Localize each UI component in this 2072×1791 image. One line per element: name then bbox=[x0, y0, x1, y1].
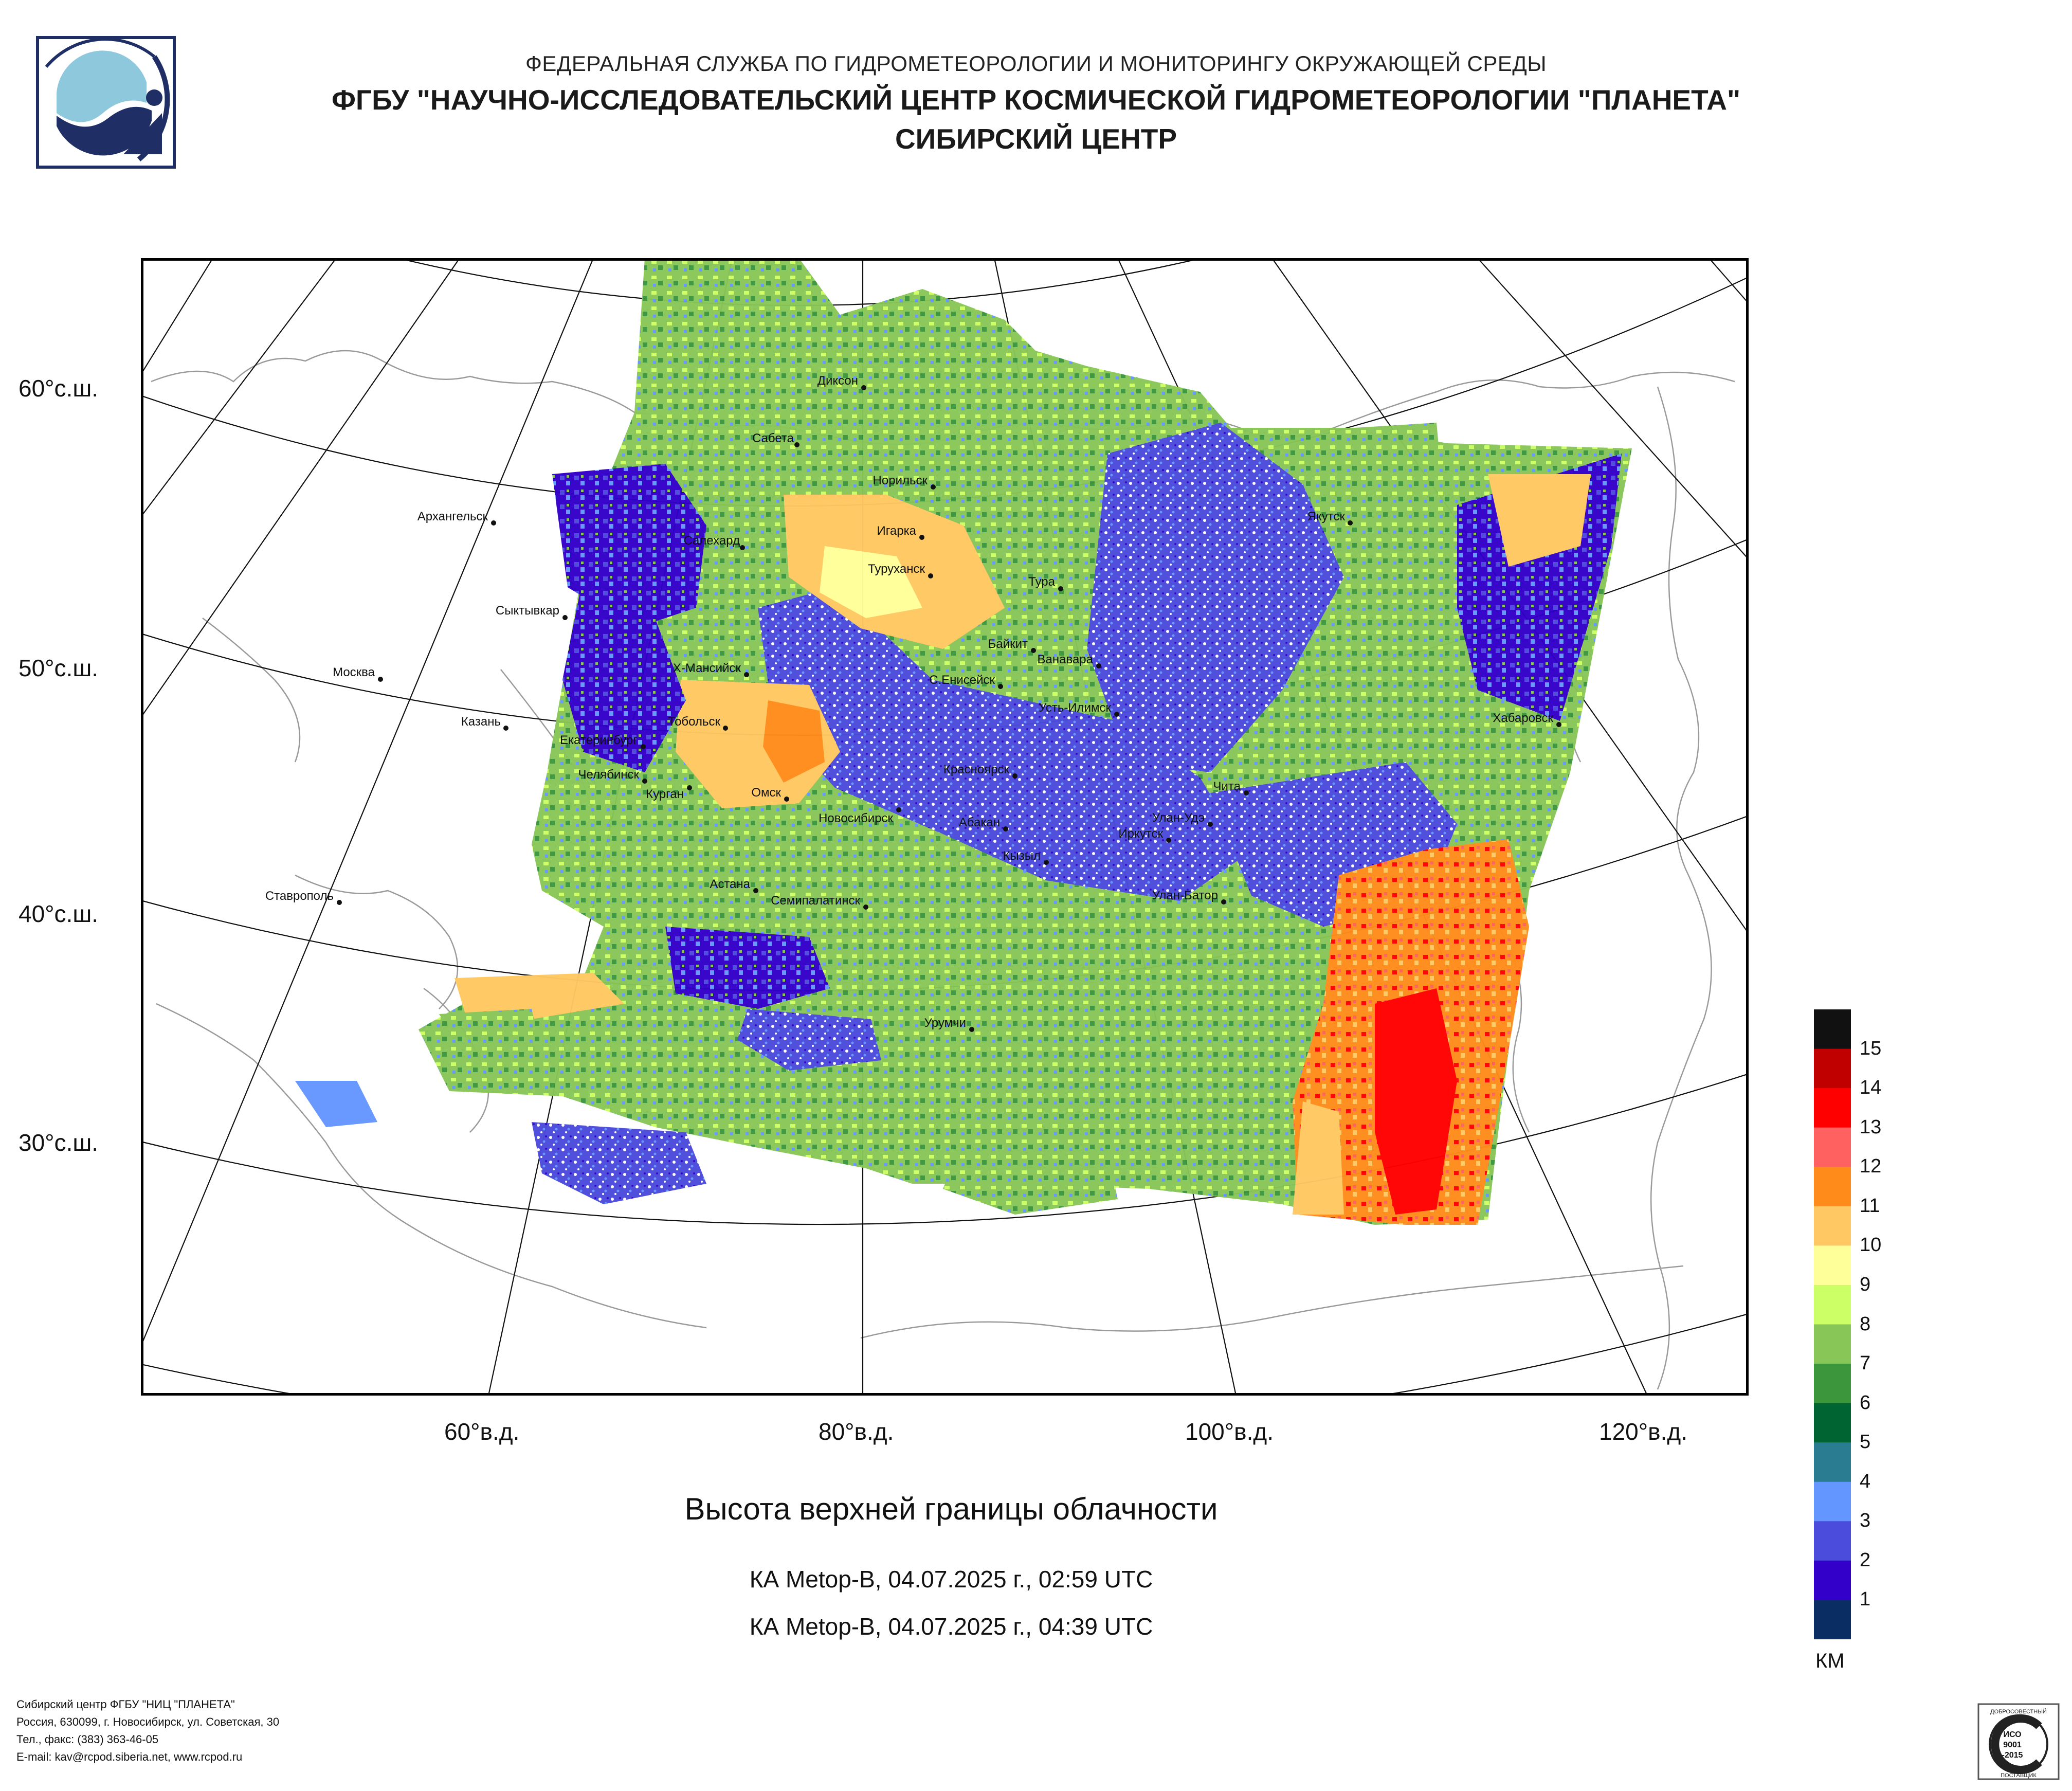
city-label: Сыктывкар bbox=[496, 604, 559, 618]
city-label: Усть-Илимск bbox=[1039, 701, 1111, 715]
city-label: С.Енисейск bbox=[929, 673, 995, 687]
city-label: Игарка bbox=[877, 524, 916, 538]
legend-tick-label: 5 bbox=[1860, 1431, 1871, 1453]
legend-swatch bbox=[1814, 1481, 1851, 1522]
city-label: Урумчи bbox=[924, 1016, 966, 1030]
legend-tick-label: 14 bbox=[1860, 1077, 1882, 1099]
cert-bottom-text: ПОСТАВЩИК bbox=[2001, 1772, 2037, 1779]
legend-swatch bbox=[1814, 1206, 1851, 1246]
footer-phone: Тел., факс: (383) 363-46-05 bbox=[16, 1733, 159, 1746]
legend-tick-label: 15 bbox=[1860, 1037, 1882, 1059]
city-label: Москва bbox=[333, 665, 375, 679]
city-label: Диксон bbox=[817, 374, 858, 388]
footer-org: Сибирский центр ФГБУ "НИЦ "ПЛАНЕТА" bbox=[16, 1698, 235, 1711]
city-label: Х-Мансийск bbox=[673, 661, 741, 675]
height-color-legend bbox=[1814, 1009, 1851, 1639]
city-label: Семипалатинск bbox=[771, 894, 860, 908]
city-label: Якутск bbox=[1307, 510, 1346, 523]
map-title: Высота верхней границы облачности bbox=[684, 1492, 1218, 1526]
city-label: Ванавара bbox=[1038, 653, 1094, 666]
city-label: Астана bbox=[710, 877, 750, 891]
city-label: Казань bbox=[461, 715, 501, 729]
cert-top-text: ДОБРОСОВЕСТНЫЙ bbox=[1990, 1708, 2047, 1715]
city-label: Красноярск bbox=[943, 763, 1010, 776]
planeta-logo bbox=[36, 36, 176, 169]
city-label: Курган bbox=[646, 787, 684, 801]
legend-tick-label: 13 bbox=[1860, 1116, 1882, 1138]
city-label: Новосибирск bbox=[819, 811, 893, 825]
legend-swatch bbox=[1814, 1442, 1851, 1482]
center-name: СИБИРСКИЙ ЦЕНТР bbox=[895, 123, 1177, 155]
legend-tick-label: 1 bbox=[1860, 1588, 1871, 1611]
lat-label-30: 30°с.ш. bbox=[19, 1129, 99, 1156]
legend-swatch bbox=[1814, 1009, 1851, 1050]
institute-name: ФГБУ "НАУЧНО-ИССЛЕДОВАТЕЛЬСКИЙ ЦЕНТР КОС… bbox=[331, 84, 1741, 116]
legend-swatch bbox=[1814, 1167, 1851, 1207]
cert-line1: ИСО bbox=[2003, 1730, 2021, 1739]
legend-swatch bbox=[1814, 1560, 1851, 1600]
legend-tick-label: 8 bbox=[1860, 1313, 1871, 1335]
lat-label-60: 60°с.ш. bbox=[19, 375, 99, 402]
legend-tick-label: 3 bbox=[1860, 1510, 1871, 1532]
city-label: Ставрополь bbox=[265, 889, 334, 903]
city-label: Туруханск bbox=[868, 562, 925, 576]
legend-swatch bbox=[1814, 1088, 1851, 1128]
city-label: Хабаровск bbox=[1493, 711, 1553, 725]
legend-swatch bbox=[1814, 1403, 1851, 1443]
city-label: Салехард bbox=[683, 534, 740, 548]
city-label: Екатеринбург bbox=[560, 733, 638, 747]
legend-tick-label: 4 bbox=[1860, 1470, 1871, 1492]
cert-line3: -2015 bbox=[2002, 1751, 2023, 1760]
lon-label-60: 60°в.д. bbox=[444, 1418, 520, 1445]
lat-label-50: 50°с.ш. bbox=[19, 655, 99, 681]
legend-swatch bbox=[1814, 1285, 1851, 1325]
city-label: Иркутск bbox=[1118, 827, 1163, 841]
legend-tick-label: 6 bbox=[1860, 1391, 1871, 1414]
cloud-top-height-map: Диксон Сабета Норильск Игарка Салехард А… bbox=[141, 258, 1749, 1396]
city-label: Кызыл bbox=[1003, 849, 1041, 863]
legend-swatch bbox=[1814, 1048, 1851, 1089]
legend-swatch bbox=[1814, 1245, 1851, 1286]
footer-email: E-mail: kav@rcpod.siberia.net, www.rcpod… bbox=[16, 1750, 243, 1763]
legend-swatch bbox=[1814, 1364, 1851, 1404]
legend-tick-label: 12 bbox=[1860, 1155, 1882, 1178]
city-markers: Диксон Сабета Норильск Игарка Салехард А… bbox=[265, 374, 1561, 1032]
cert-line2: 9001 bbox=[2003, 1741, 2022, 1749]
city-label: Улан-Удэ bbox=[1152, 811, 1205, 825]
legend-tick-label: 10 bbox=[1860, 1234, 1882, 1256]
lon-label-80: 80°в.д. bbox=[819, 1418, 894, 1445]
legend-tick-label: 9 bbox=[1860, 1273, 1871, 1295]
legend-swatch bbox=[1814, 1521, 1851, 1561]
city-label: Улан-Батор bbox=[1152, 889, 1218, 902]
city-label: Сабета bbox=[752, 431, 794, 445]
legend-swatch bbox=[1814, 1127, 1851, 1167]
legend-tick-label: 2 bbox=[1860, 1549, 1871, 1571]
city-label: Омск bbox=[751, 786, 781, 800]
satellite-pass-2: КА Metop-B, 04.07.2025 г., 04:39 UTC bbox=[749, 1613, 1153, 1640]
city-label: Архангельск bbox=[417, 510, 488, 523]
legend-tick-label: 7 bbox=[1860, 1352, 1871, 1374]
lat-label-40: 40°с.ш. bbox=[19, 900, 99, 927]
city-label: Норильск bbox=[873, 474, 928, 487]
city-label: Тобольск bbox=[668, 715, 720, 729]
legend-swatch bbox=[1814, 1324, 1851, 1364]
city-label: Челябинск bbox=[578, 768, 640, 782]
legend-swatch bbox=[1814, 1600, 1851, 1639]
city-label: Тура bbox=[1028, 575, 1055, 589]
satellite-pass-1: КА Metop-B, 04.07.2025 г., 02:59 UTC bbox=[749, 1566, 1153, 1593]
lon-label-100: 100°в.д. bbox=[1185, 1418, 1274, 1445]
iso-certificate-badge: ДОБРОСОВЕСТНЫЙ ИСО 9001 -2015 ПОСТАВЩИК bbox=[1977, 1703, 2060, 1780]
city-label: Чита bbox=[1213, 780, 1241, 793]
legend-unit: КМ bbox=[1815, 1650, 1845, 1672]
city-label: Абакан bbox=[959, 816, 1000, 829]
lon-label-120: 120°в.д. bbox=[1599, 1418, 1687, 1445]
footer-address: Россия, 630099, г. Новосибирск, ул. Сове… bbox=[16, 1715, 280, 1728]
city-label: Байкит bbox=[988, 637, 1028, 651]
legend-tick-label: 11 bbox=[1860, 1195, 1880, 1217]
agency-name: ФЕДЕРАЛЬНАЯ СЛУЖБА ПО ГИДРОМЕТЕОРОЛОГИИ … bbox=[525, 51, 1547, 76]
